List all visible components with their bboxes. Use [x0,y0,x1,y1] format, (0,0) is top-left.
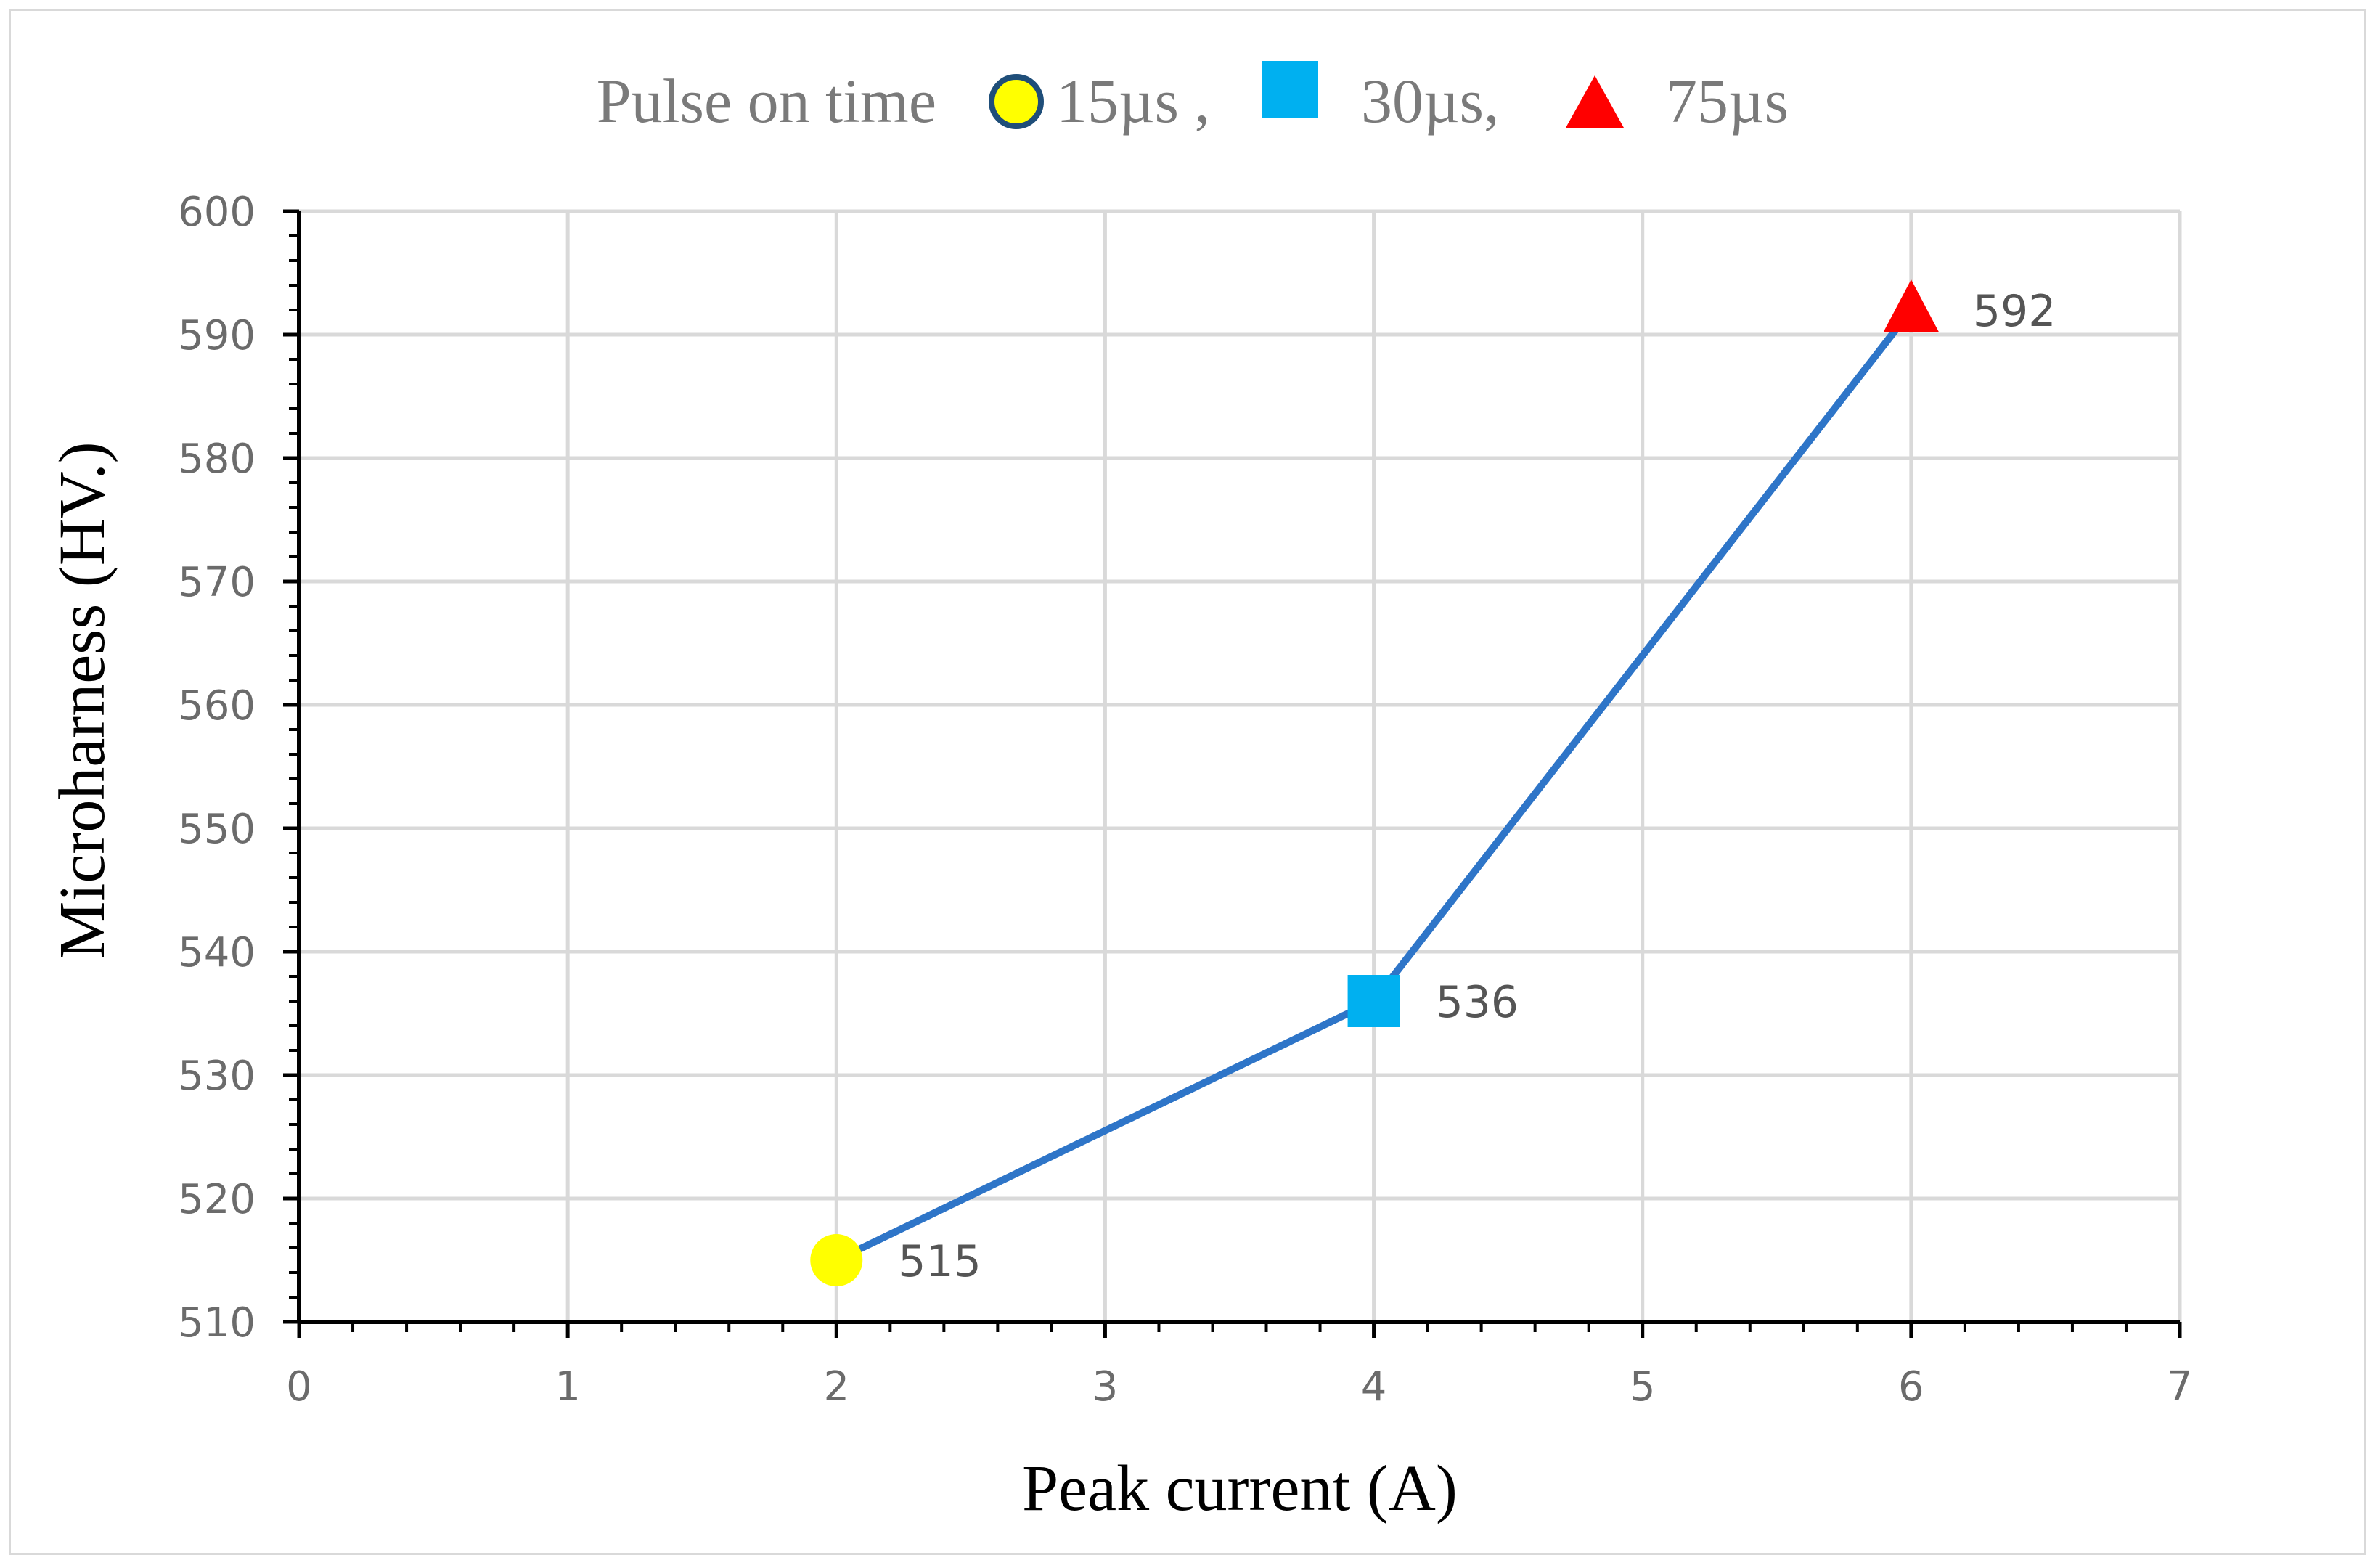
x-axis-title: Peak current (A) [1022,1453,1458,1524]
y-tick-labels: 510 520 530 540 550 560 570 580 590 600 [178,189,256,1347]
y-tick-label: 590 [178,312,256,359]
y-tick-label: 540 [178,929,256,976]
x-tick-label: 5 [1630,1363,1656,1410]
legend-triangle-marker [1566,75,1624,128]
x-tick-label: 7 [2167,1363,2193,1410]
y-axis-title: Microharness (HV.) [46,441,118,959]
legend-item-15us: 15µs , [989,66,1210,136]
data-point-circle [810,1234,863,1286]
x-tick-label: 6 [1898,1363,1924,1410]
legend-title: Pulse on time [597,66,936,136]
y-tick-label: 600 [178,189,256,236]
chart-frame [9,9,2366,1555]
legend-label-75us: 75µs [1666,66,1789,136]
grid [299,209,2182,1322]
series [810,279,1939,1286]
x-tick-label: 0 [286,1363,312,1410]
data-label: 592 [1973,286,2056,337]
y-tick-label: 510 [178,1299,256,1347]
legend: Pulse on time 15µs , 30µs, 75µs [597,61,1789,136]
y-tick-label: 520 [178,1176,256,1223]
y-tick-label: 560 [178,682,256,730]
y-tick-label: 530 [178,1053,256,1100]
y-tick-label: 580 [178,436,256,483]
x-tick-label: 3 [1092,1363,1119,1410]
legend-item-30us: 30µs, [1262,61,1500,136]
y-tick-label: 550 [178,806,256,853]
y-tick-label: 570 [178,559,256,606]
legend-item-75us: 75µs [1566,66,1789,136]
data-point-triangle [1883,279,1939,332]
data-point-square [1347,975,1400,1027]
x-tick-label: 2 [823,1363,849,1410]
data-labels: 515 536 592 [898,286,2056,1287]
data-label: 536 [1436,977,1519,1028]
x-tick-label: 4 [1361,1363,1387,1410]
x-tick-label: 1 [555,1363,581,1410]
legend-square-marker [1262,61,1318,118]
legend-circle-marker [989,74,1044,129]
legend-label-15us: 15µs , [1056,66,1210,136]
axes [283,209,2182,1338]
legend-label-30us: 30µs, [1361,66,1500,136]
data-label: 515 [898,1236,981,1287]
x-tick-labels: 0 1 2 3 4 5 6 7 [286,1363,2193,1410]
